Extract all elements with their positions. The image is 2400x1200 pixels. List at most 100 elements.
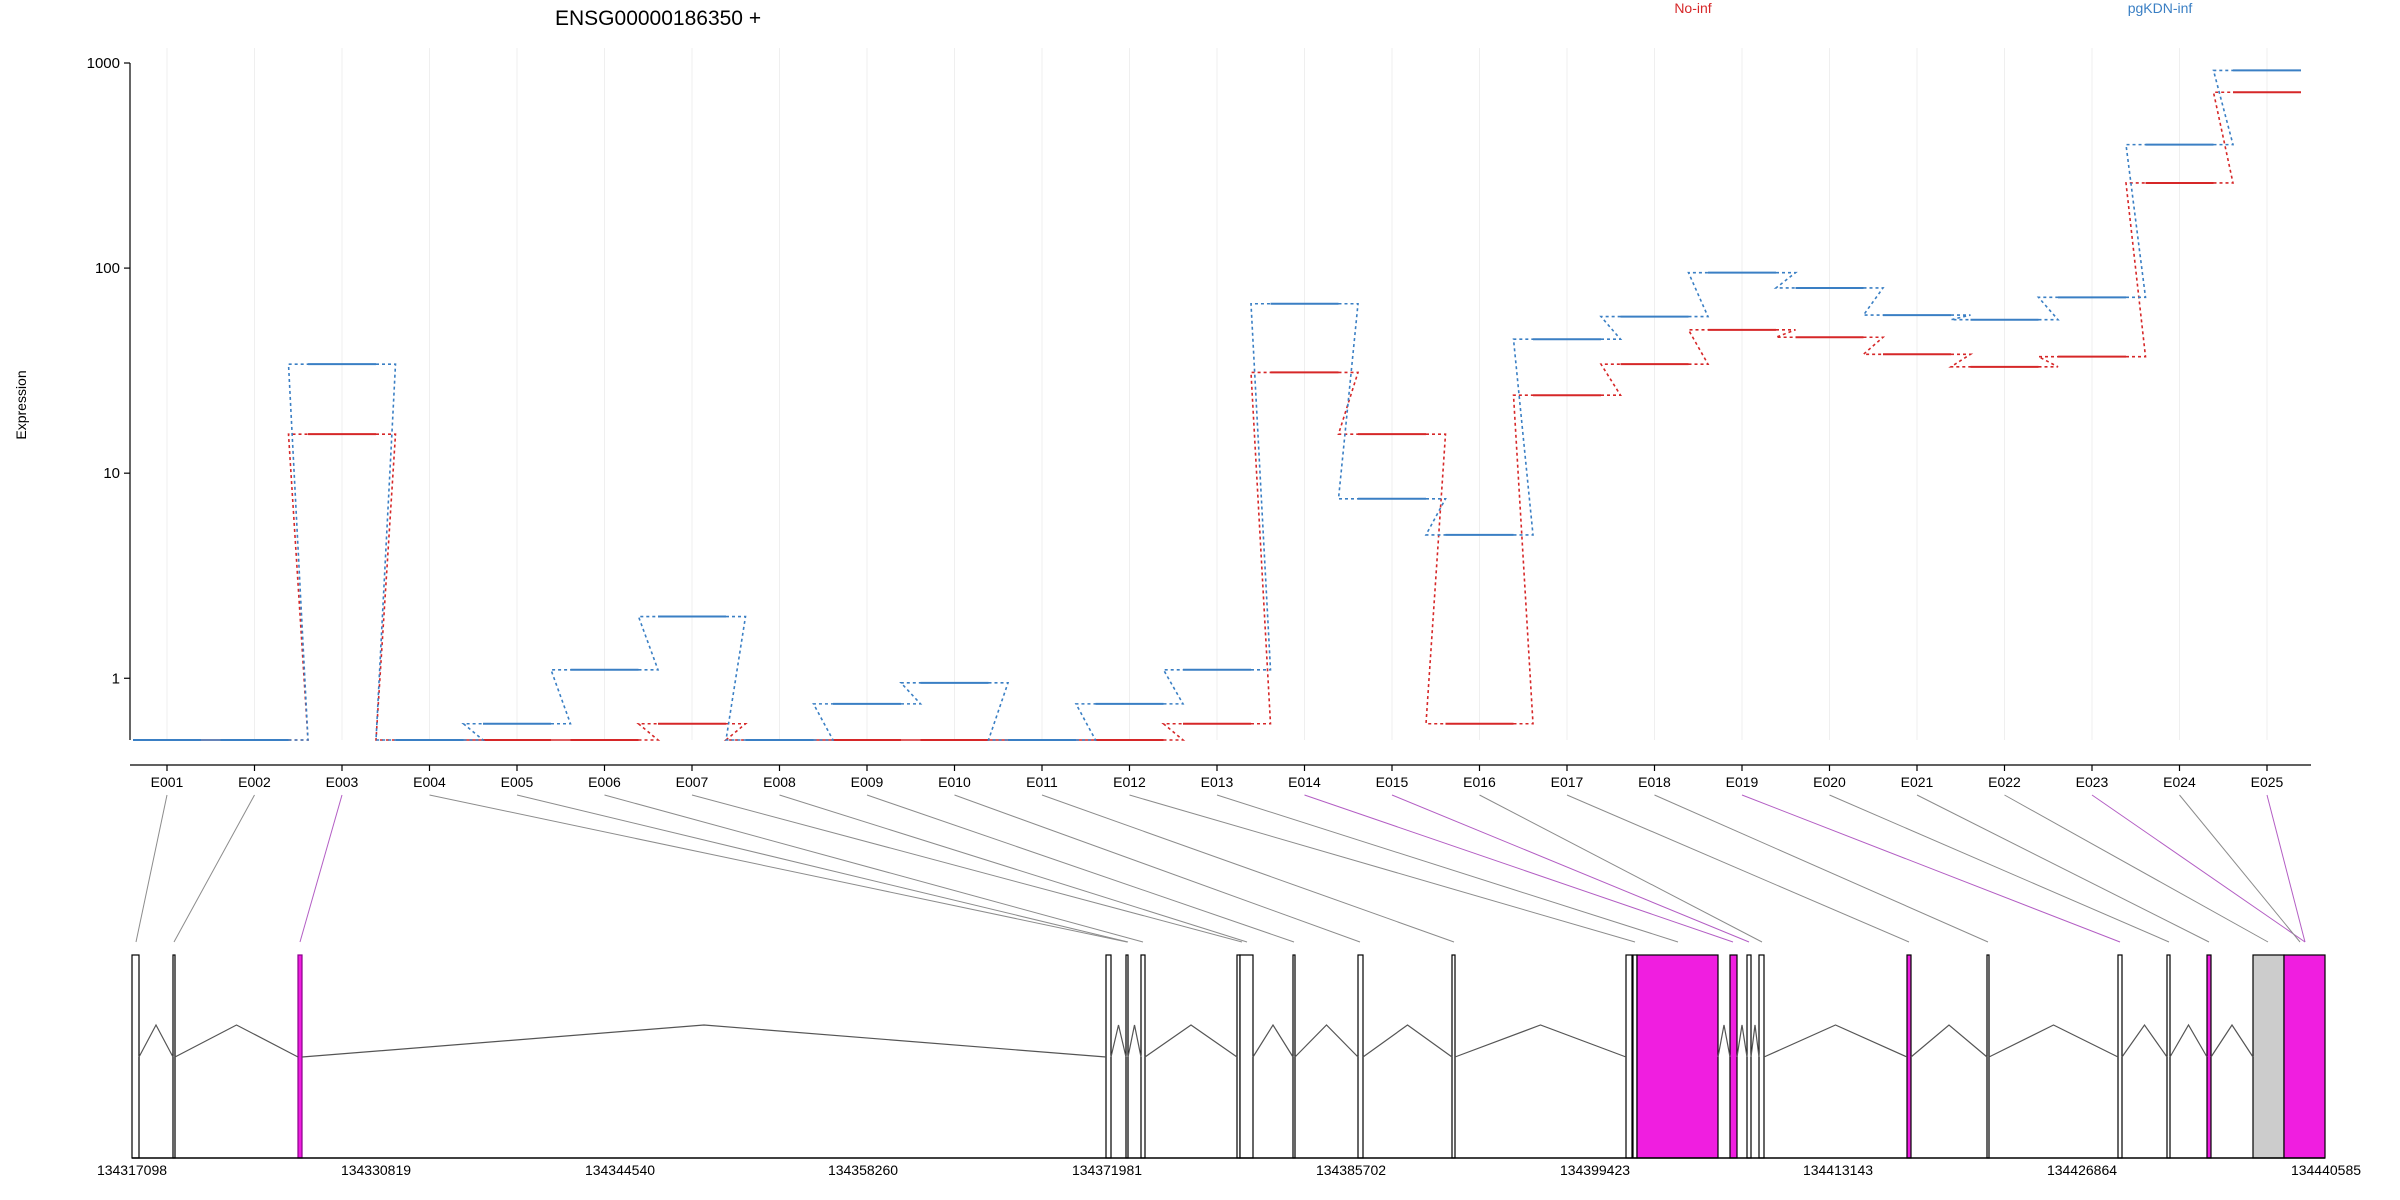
exon-connector-significant: [1741, 794, 2121, 943]
data-connector: [549, 668, 572, 725]
x-tick-label: E007: [676, 774, 709, 790]
data-connector: [987, 682, 1010, 741]
exon-box: [2252, 954, 2285, 1159]
exon-connector-significant: [299, 794, 343, 943]
data-connector: [1599, 315, 1623, 341]
coordinate-label: 134317098: [97, 1162, 167, 1178]
exon-box: [131, 954, 140, 1159]
intron-line: [1988, 1024, 2119, 1058]
coordinate-label: 134330819: [341, 1162, 411, 1178]
data-connector: [287, 363, 309, 741]
y-axis-label: Expression: [13, 370, 29, 439]
exon-connector: [604, 794, 1144, 943]
intron-line: [2210, 1023, 2254, 1058]
exon-connector: [2179, 794, 2301, 943]
y-tick-label: 1: [112, 670, 120, 687]
intron-line: [1736, 1024, 1748, 1058]
exon-box: [1239, 954, 1254, 1159]
data-connector: [636, 722, 661, 741]
exon-connector: [173, 794, 255, 943]
exon-box: [1140, 954, 1146, 1159]
data-connector: [1250, 371, 1272, 725]
x-tick-label: E013: [1201, 774, 1234, 790]
intron-line: [1252, 1023, 1294, 1058]
exon-box: [1729, 954, 1738, 1159]
exon-connector: [779, 794, 1248, 943]
x-tick-label: E008: [763, 774, 796, 790]
chart-title: ENSG00000186350 +: [555, 7, 761, 30]
exon-box: [1906, 954, 1912, 1159]
legend-entry-pgkdn-inf: pgKDN-inf: [2128, 0, 2193, 16]
coordinate-label: 134426864: [2047, 1162, 2117, 1178]
exon-connector: [954, 794, 1361, 943]
data-connector: [2125, 143, 2147, 299]
exon-box: [2206, 954, 2212, 1159]
x-tick-label: E009: [851, 774, 884, 790]
coordinate-label: 134413143: [1803, 1162, 1873, 1178]
exon-connector: [1216, 794, 1679, 943]
exon-connector: [1566, 794, 1910, 943]
exon-connector-significant: [1391, 794, 1750, 943]
intron-line: [1750, 1024, 1760, 1058]
data-connector: [287, 433, 309, 741]
exon-box: [2166, 954, 2171, 1159]
x-tick-label: E004: [413, 774, 446, 790]
x-tick-label: E015: [1376, 774, 1409, 790]
x-tick-label: E019: [1726, 774, 1759, 790]
x-tick-label: E003: [326, 774, 359, 790]
data-connector: [1337, 371, 1360, 435]
exon-box: [1105, 954, 1112, 1159]
data-connector: [1425, 433, 1447, 725]
x-tick-label: E010: [938, 774, 971, 790]
x-tick-label: E014: [1288, 774, 1321, 790]
data-connector: [375, 363, 397, 741]
gene-model: 134317098 134330819 134344540 134358260 1343…: [97, 954, 2361, 1178]
x-tick-label: E002: [238, 774, 271, 790]
intron-line: [1763, 1024, 1908, 1058]
exon-box: [2117, 954, 2123, 1159]
data-connector: [1599, 363, 1622, 396]
data-connector: [899, 682, 923, 705]
data-connector: [725, 615, 747, 741]
intron-line: [138, 1023, 174, 1058]
exon-connector: [2004, 794, 2269, 943]
exon-connector: [429, 794, 1128, 943]
x-tick-label: E017: [1551, 774, 1584, 790]
intron-line: [1362, 1024, 1453, 1058]
intron-line: [1127, 1024, 1142, 1058]
series-pgkdn-inf: [133, 69, 2301, 741]
intron-line: [1144, 1024, 1238, 1058]
data-connector: [723, 722, 748, 741]
data-connector: [1775, 329, 1796, 339]
exon-connector: [866, 794, 1295, 943]
intron-line: [2169, 1023, 2208, 1058]
intron-line: [1454, 1024, 1627, 1058]
data-connector: [2125, 182, 2147, 358]
exon-box: [1451, 954, 1456, 1159]
x-tick-label: E021: [1901, 774, 1934, 790]
exon-connector: [1916, 794, 2210, 943]
exon-connector: [1654, 794, 1989, 943]
data-connector: [1250, 302, 1272, 671]
intron-line: [174, 1024, 299, 1058]
y-tick-label: 1000: [87, 55, 120, 72]
x-tick-label: E011: [1026, 774, 1058, 790]
data-connector: [1162, 668, 1185, 705]
data-connector: [2212, 91, 2234, 184]
data-connector: [2038, 355, 2059, 368]
coordinate-label: 134440585: [2291, 1162, 2361, 1178]
intron-line: [2121, 1023, 2168, 1058]
coordinate-label: 134344540: [585, 1162, 655, 1178]
data-connector: [1687, 271, 1710, 318]
exon-box: [1746, 954, 1752, 1159]
exon-connector: [516, 794, 1129, 943]
x-tick-label: E025: [2251, 774, 2284, 790]
data-connector: [1950, 314, 1971, 321]
y-tick-label: 10: [103, 465, 120, 482]
data-connector: [812, 703, 835, 741]
exon-connector: [1129, 794, 1636, 943]
exon-connector-significant: [1304, 794, 1734, 943]
data-connector: [1773, 271, 1798, 289]
x-tick-label: E001: [151, 774, 184, 790]
